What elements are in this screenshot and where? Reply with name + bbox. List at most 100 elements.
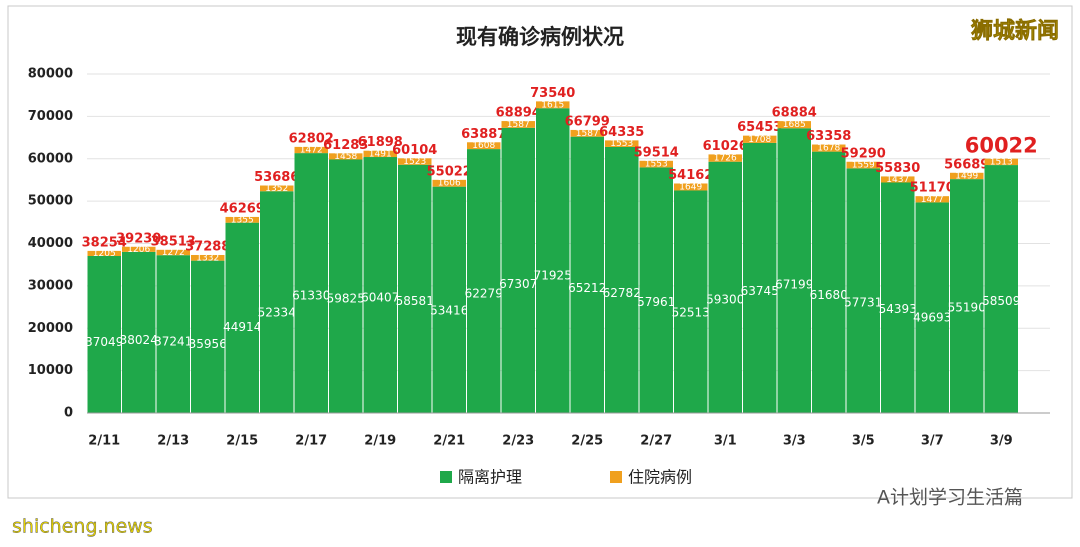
total-label: 51170 bbox=[910, 181, 955, 196]
bar-segment bbox=[156, 255, 190, 413]
bar-value-label: 1272 bbox=[162, 248, 185, 258]
total-label: 60022 bbox=[965, 134, 1038, 158]
x-tick-label: 2/17 bbox=[295, 434, 327, 449]
bar-value-label: 1553 bbox=[610, 139, 633, 149]
legend-label: 隔离护理 bbox=[458, 468, 522, 487]
bar-value-label: 71925 bbox=[534, 268, 572, 282]
bar-segment bbox=[260, 191, 294, 413]
bar-segment bbox=[329, 159, 363, 413]
bar-value-label: 1458 bbox=[334, 152, 357, 162]
bar-value-label: 1205 bbox=[93, 249, 116, 259]
bar-segment bbox=[432, 179, 466, 187]
x-tick-label: 3/3 bbox=[783, 434, 806, 449]
bar-value-label: 58581 bbox=[396, 294, 434, 308]
bar-segment bbox=[536, 101, 570, 109]
bar-value-label: 65212 bbox=[568, 281, 606, 295]
bar-segment bbox=[812, 144, 846, 152]
x-tick-label: 2/23 bbox=[502, 434, 534, 449]
bar-value-label: 1523 bbox=[403, 157, 426, 167]
bar-segment bbox=[846, 168, 880, 413]
bar-segment bbox=[536, 108, 570, 414]
bar-value-label: 1726 bbox=[714, 154, 737, 164]
bar-segment bbox=[329, 153, 363, 160]
total-label: 60104 bbox=[392, 143, 437, 158]
total-label: 63887 bbox=[461, 127, 506, 142]
legend-swatch bbox=[440, 471, 452, 483]
bar-segment bbox=[225, 222, 259, 413]
legend-swatch bbox=[610, 471, 622, 483]
bar-segment bbox=[846, 161, 880, 169]
bar-segment bbox=[777, 128, 811, 413]
bar-segment bbox=[191, 260, 225, 413]
footer: A计划学习生活篇 bbox=[877, 487, 1023, 509]
watermark: 狮城新闻 bbox=[971, 18, 1059, 44]
y-tick-label: 50000 bbox=[28, 194, 73, 209]
bar-segment bbox=[87, 250, 121, 257]
bar-value-label: 1615 bbox=[541, 100, 564, 110]
bar-value-label: 52334 bbox=[258, 306, 296, 320]
bar-value-label: 53416 bbox=[430, 304, 468, 318]
bar-segment bbox=[467, 149, 501, 413]
bar-value-label: 60407 bbox=[361, 290, 399, 304]
bar-segment bbox=[881, 182, 915, 413]
total-label: 61283 bbox=[323, 138, 368, 153]
bar-value-label: 37049 bbox=[85, 335, 123, 349]
bar-value-label: 58509 bbox=[982, 294, 1020, 308]
total-label: 55022 bbox=[427, 164, 472, 179]
bar-value-label: 52513 bbox=[672, 305, 710, 319]
bar-value-label: 63745 bbox=[741, 284, 779, 298]
bar-segment bbox=[122, 251, 156, 413]
x-tick-label: 2/15 bbox=[226, 434, 258, 449]
x-tick-label: 2/21 bbox=[433, 434, 465, 449]
bar-segment bbox=[708, 161, 742, 413]
total-label: 38254 bbox=[82, 235, 127, 250]
bar-value-label: 62782 bbox=[603, 286, 641, 300]
bar-value-label: 1491 bbox=[369, 149, 392, 159]
bar-value-label: 1608 bbox=[472, 141, 495, 151]
bar-value-label: 1332 bbox=[196, 253, 219, 263]
total-label: 61898 bbox=[358, 135, 403, 150]
bar-segment bbox=[674, 190, 708, 413]
y-tick-label: 0 bbox=[64, 406, 73, 421]
source: shicheng.news bbox=[12, 516, 153, 538]
bar-value-label: 67307 bbox=[499, 277, 537, 291]
bar-segment bbox=[674, 183, 708, 191]
bar-segment bbox=[156, 249, 190, 256]
bar-value-label: 1708 bbox=[748, 135, 771, 145]
bar-value-label: 1499 bbox=[955, 171, 978, 181]
bar-segment bbox=[225, 216, 259, 223]
bar-segment bbox=[467, 142, 501, 150]
bar-segment bbox=[87, 256, 121, 413]
bar-value-label: 38024 bbox=[120, 333, 158, 347]
bar-segment bbox=[122, 246, 156, 252]
bar-segment bbox=[639, 167, 673, 413]
total-label: 46269 bbox=[220, 201, 265, 216]
x-tick-label: 3/9 bbox=[990, 434, 1013, 449]
bar-segment bbox=[915, 196, 949, 203]
bar-value-label: 49693 bbox=[913, 311, 951, 325]
y-tick-label: 10000 bbox=[28, 363, 73, 378]
total-label: 73540 bbox=[530, 86, 575, 101]
x-tick-label: 3/1 bbox=[714, 434, 737, 449]
bar-segment bbox=[570, 129, 604, 137]
bar-value-label: 1587 bbox=[576, 129, 599, 139]
bar-value-label: 1513 bbox=[990, 157, 1013, 167]
total-label: 65453 bbox=[737, 120, 782, 135]
legend-label: 住院病例 bbox=[628, 468, 692, 487]
total-label: 68884 bbox=[772, 106, 817, 121]
total-label: 66799 bbox=[565, 114, 610, 129]
bar-segment bbox=[294, 153, 328, 413]
bar-value-label: 1678 bbox=[817, 144, 840, 154]
bar-value-label: 1553 bbox=[645, 160, 668, 170]
total-label: 53686 bbox=[254, 170, 299, 185]
bar-segment bbox=[984, 158, 1018, 166]
y-tick-label: 20000 bbox=[28, 321, 73, 336]
bar-segment bbox=[881, 176, 915, 183]
bar-value-label: 1559 bbox=[852, 161, 875, 171]
bar-value-label: 44914 bbox=[223, 320, 261, 334]
total-label: 62802 bbox=[289, 131, 334, 146]
y-tick-label: 60000 bbox=[28, 151, 73, 166]
bar-value-label: 55190 bbox=[948, 300, 986, 314]
total-label: 59514 bbox=[634, 145, 679, 160]
bar-value-label: 1355 bbox=[231, 215, 254, 225]
